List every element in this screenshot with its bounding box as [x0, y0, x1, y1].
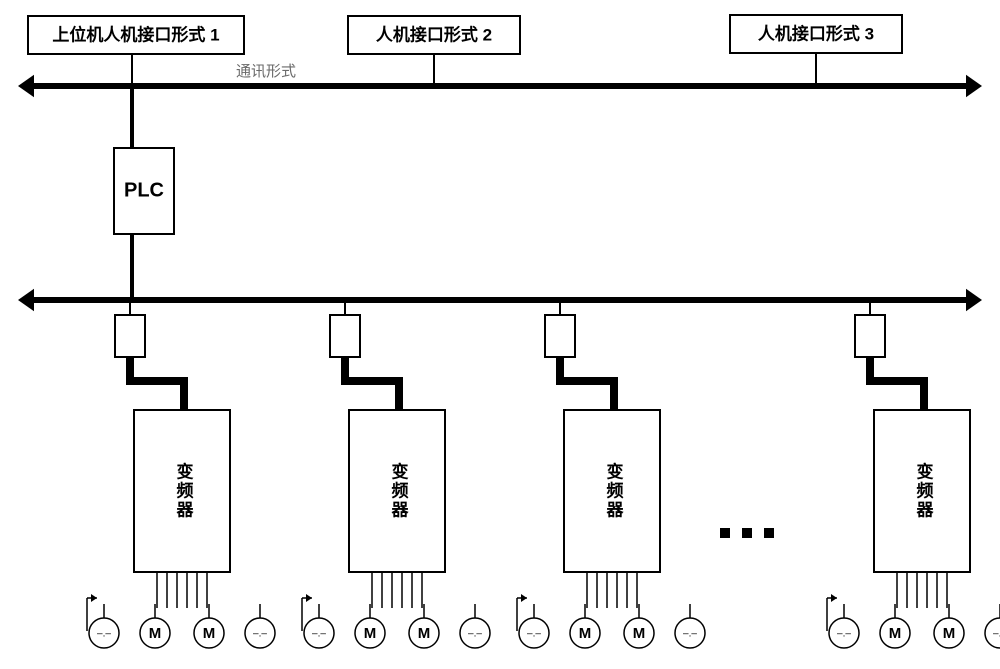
- svg-text:M: M: [633, 625, 646, 642]
- plc-label: PLC: [124, 179, 164, 201]
- bus-top-label: 通讯形式: [236, 63, 296, 80]
- svg-text:–.–: –.–: [527, 629, 541, 640]
- svg-text:–.–: –.–: [312, 629, 326, 640]
- vfd-label: 变频器: [389, 461, 410, 519]
- connector-box: [855, 315, 885, 357]
- hmi-label: 人机接口形式 3: [758, 23, 874, 43]
- vfd-label: 变频器: [914, 461, 935, 519]
- vfd-label: 变频器: [174, 461, 195, 519]
- hmi-label: 上位机人机接口形式 1: [52, 24, 219, 44]
- hmi-label: 人机接口形式 2: [376, 24, 492, 44]
- svg-text:–.–: –.–: [253, 629, 267, 640]
- svg-text:–.–: –.–: [97, 629, 111, 640]
- svg-text:M: M: [418, 625, 431, 642]
- connector-box: [545, 315, 575, 357]
- svg-text:–.–: –.–: [468, 629, 482, 640]
- vfd-label: 变频器: [604, 461, 625, 519]
- svg-text:M: M: [203, 625, 216, 642]
- svg-text:M: M: [943, 625, 956, 642]
- svg-text:–.–: –.–: [683, 629, 697, 640]
- svg-text:M: M: [364, 625, 377, 642]
- svg-text:–.–: –.–: [993, 629, 1000, 640]
- diagram-canvas: 上位机人机接口形式 1 人机接口形式 2 人机接口形式 3 通讯形式 PLC 变频器 –.–…: [0, 0, 1000, 669]
- connector-box: [330, 315, 360, 357]
- svg-text:–.–: –.–: [837, 629, 851, 640]
- connector-box: [115, 315, 145, 357]
- svg-text:M: M: [889, 625, 902, 642]
- svg-text:M: M: [149, 625, 162, 642]
- svg-text:M: M: [579, 625, 592, 642]
- ellipsis-icon: [720, 528, 774, 538]
